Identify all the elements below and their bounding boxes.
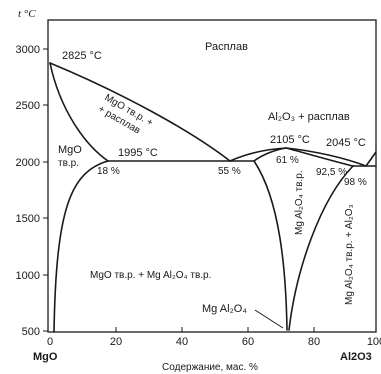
region-mgo-solid-line1: MgO [58,144,82,156]
plot-frame [47,19,377,333]
x-axis-title: Содержание, мас. % [162,362,258,373]
y-tick-label: 2500 [16,100,40,112]
solvus-spinel-left [253,160,288,331]
liquidus-spinel-right [285,147,367,167]
x-tick-labels: 0 20 40 60 80 100 [47,336,381,348]
y-tick-label: 1500 [16,213,40,225]
x-tick-label: 100 [367,336,381,348]
label-mgo-melting: 2825 °C [62,50,102,62]
liquidus-al2o3 [365,151,377,167]
region-spinel-al2o3: Mg Al₂O₄ тв.р. + Al₂O₃ [344,204,355,305]
label-spinel-left: 61 % [276,155,299,166]
spinel-pointer-line [254,309,284,329]
x-tick-label: 0 [47,336,53,348]
phase-boundaries [49,62,377,333]
label-left-solubility: 18 % [97,166,120,177]
solvus-mgo [53,160,109,333]
region-spinel-ss: Mg Al₂O₄ тв.р. [294,170,305,235]
y-tick-label: 1000 [16,270,40,282]
component-mgo: MgO [33,351,58,363]
liquidus-mgo [49,62,231,162]
solvus-spinel-right [288,165,354,331]
label-spinel-right: 92,5 % [316,167,347,178]
y-tick-label: 3000 [16,44,40,56]
label-spinel-pointer: Mg Al₂O₄ [202,303,247,315]
y-tick-label: 2000 [16,157,40,169]
region-al2o3-melt: Al₂O₃ + расплав [268,111,350,123]
y-axis-title: t °C [18,8,36,20]
y-ticks [43,48,48,332]
y-tick-labels: 3000 2500 2000 1500 1000 500 [16,44,40,338]
solidus-spinel-left [253,147,287,162]
y-tick-label: 500 [22,326,40,338]
solidus-spinel-right [285,147,354,167]
x-tick-label: 80 [308,336,320,348]
x-tick-label: 60 [242,336,254,348]
label-eutectic-right-comp: 98 % [344,177,367,188]
region-mgo-melt: MgO тв.р. + + расплав [96,92,155,136]
solidus-mgo [49,62,109,162]
region-melt: Расплав [205,41,248,53]
x-ticks [115,327,315,332]
component-al2o3: Al2O3 [340,351,372,363]
label-eutectic-left-temp: 1995 °C [118,147,158,159]
x-tick-label: 20 [110,336,122,348]
label-spinel-max: 2105 °C [270,134,310,146]
x-tick-label: 40 [176,336,188,348]
label-eutectic-right-temp: 2045 °C [326,137,366,149]
label-eutectic-left-comp: 55 % [218,166,241,177]
region-mgo-solid-line2: тв.р. [58,158,79,169]
region-mgo-spinel: MgO тв.р. + Mg Al₂O₄ тв.р. [90,270,211,281]
